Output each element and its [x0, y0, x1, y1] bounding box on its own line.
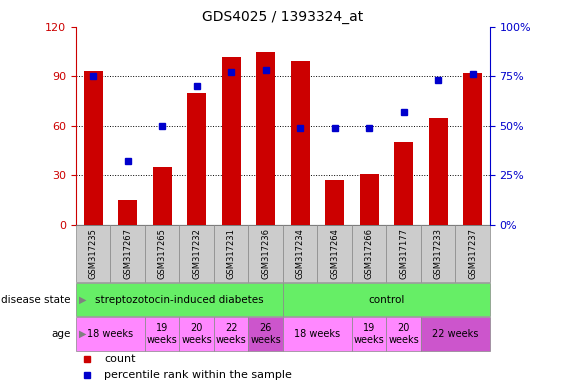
FancyBboxPatch shape	[421, 318, 490, 351]
Text: 19
weeks: 19 weeks	[354, 323, 385, 345]
Text: GSM317267: GSM317267	[123, 228, 132, 279]
Bar	[84, 71, 102, 225]
Text: ▶: ▶	[79, 329, 86, 339]
FancyBboxPatch shape	[76, 318, 145, 351]
Bar	[187, 93, 206, 225]
FancyBboxPatch shape	[214, 318, 248, 351]
FancyBboxPatch shape	[145, 225, 180, 282]
FancyBboxPatch shape	[421, 225, 455, 282]
Text: streptozotocin-induced diabetes: streptozotocin-induced diabetes	[95, 295, 264, 305]
Text: 20
weeks: 20 weeks	[181, 323, 212, 345]
Bar	[428, 118, 448, 225]
FancyBboxPatch shape	[283, 318, 352, 351]
Text: GSM317266: GSM317266	[365, 228, 374, 279]
Bar	[325, 180, 344, 225]
Bar	[256, 51, 275, 225]
FancyBboxPatch shape	[455, 225, 490, 282]
Text: 18 weeks: 18 weeks	[294, 329, 341, 339]
FancyBboxPatch shape	[386, 318, 421, 351]
FancyBboxPatch shape	[76, 283, 283, 316]
Text: 26
weeks: 26 weeks	[251, 323, 281, 345]
Text: percentile rank within the sample: percentile rank within the sample	[104, 370, 292, 380]
Text: GSM317265: GSM317265	[158, 228, 167, 279]
Text: GSM317236: GSM317236	[261, 228, 270, 279]
FancyBboxPatch shape	[318, 225, 352, 282]
Bar	[118, 200, 137, 225]
Text: GSM317232: GSM317232	[192, 228, 201, 279]
Text: GSM317234: GSM317234	[296, 228, 305, 279]
Text: 18 weeks: 18 weeks	[87, 329, 133, 339]
Text: ▶: ▶	[79, 295, 86, 305]
FancyBboxPatch shape	[110, 225, 145, 282]
Text: disease state: disease state	[1, 295, 70, 305]
Text: 20
weeks: 20 weeks	[388, 323, 419, 345]
Text: 22 weeks: 22 weeks	[432, 329, 479, 339]
Text: 19
weeks: 19 weeks	[147, 323, 177, 345]
FancyBboxPatch shape	[248, 225, 283, 282]
Text: age: age	[51, 329, 70, 339]
Bar	[222, 56, 240, 225]
Text: GSM317264: GSM317264	[330, 228, 339, 279]
FancyBboxPatch shape	[352, 318, 386, 351]
Bar	[394, 142, 413, 225]
FancyBboxPatch shape	[180, 318, 214, 351]
FancyBboxPatch shape	[145, 318, 180, 351]
Text: 22
weeks: 22 weeks	[216, 323, 247, 345]
Text: GSM317235: GSM317235	[89, 228, 98, 279]
FancyBboxPatch shape	[386, 225, 421, 282]
FancyBboxPatch shape	[248, 318, 283, 351]
Bar	[291, 61, 310, 225]
Text: count: count	[104, 354, 136, 364]
FancyBboxPatch shape	[180, 225, 214, 282]
Text: GSM317233: GSM317233	[434, 228, 443, 279]
Text: GSM317237: GSM317237	[468, 228, 477, 279]
Title: GDS4025 / 1393324_at: GDS4025 / 1393324_at	[202, 10, 364, 25]
FancyBboxPatch shape	[352, 225, 386, 282]
Text: control: control	[368, 295, 405, 305]
FancyBboxPatch shape	[283, 225, 318, 282]
FancyBboxPatch shape	[76, 225, 110, 282]
Text: GSM317231: GSM317231	[227, 228, 236, 279]
FancyBboxPatch shape	[214, 225, 248, 282]
Bar	[360, 174, 378, 225]
FancyBboxPatch shape	[283, 283, 490, 316]
Bar	[153, 167, 172, 225]
Text: GSM317177: GSM317177	[399, 228, 408, 279]
Bar	[463, 73, 482, 225]
